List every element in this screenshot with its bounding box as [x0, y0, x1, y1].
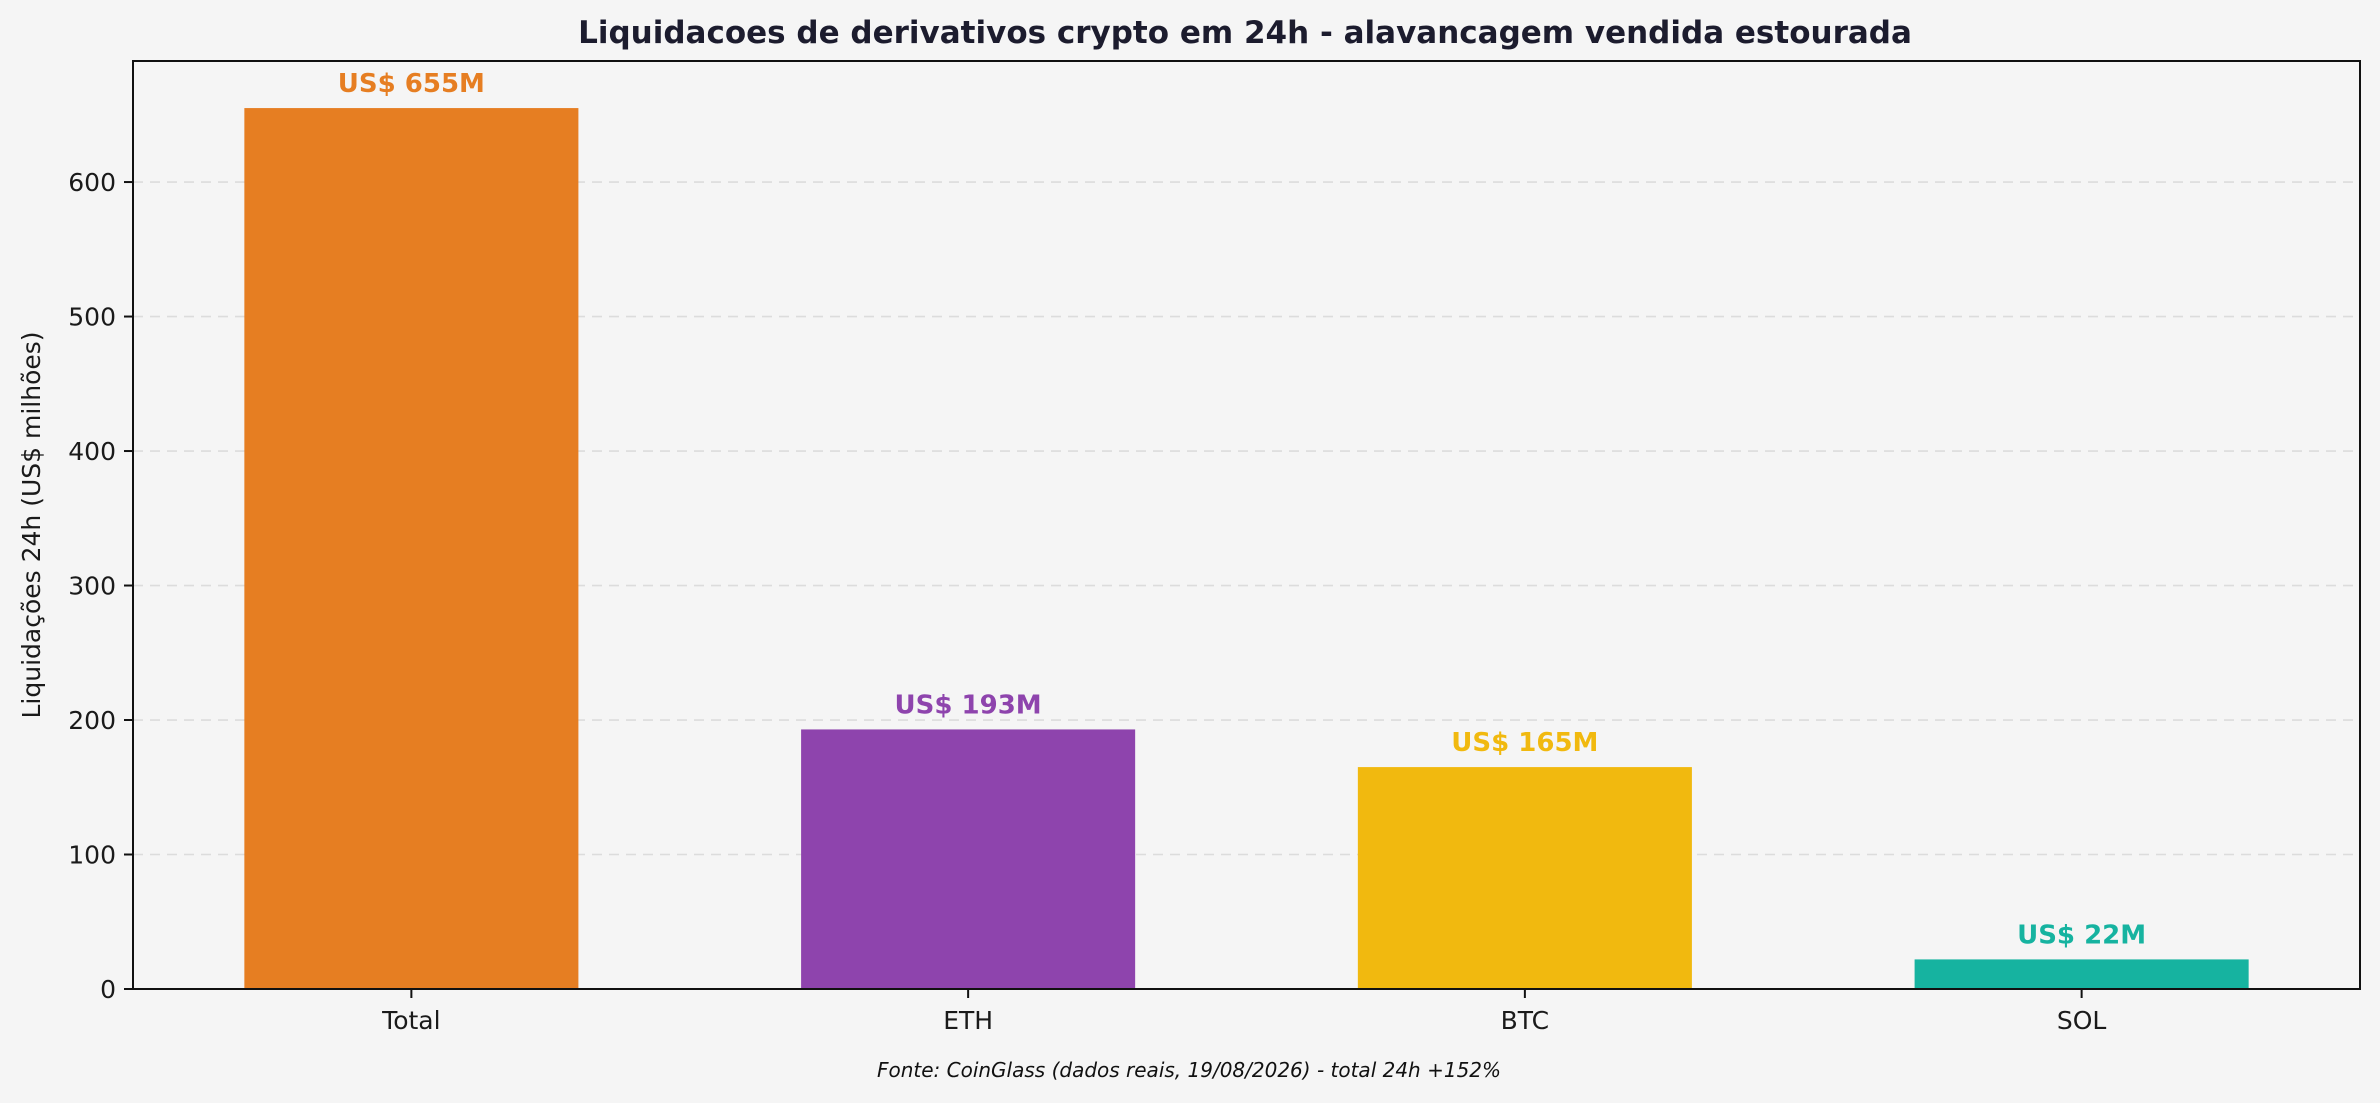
plot-frame: [132, 60, 2361, 990]
bar-btc: [1357, 767, 1692, 989]
bar-total: [244, 108, 579, 990]
y-axis-label: Liquidações 24h (US$ milhões): [17, 331, 46, 718]
bar-value-label: US$ 165M: [1451, 728, 1598, 758]
x-tick-label: SOL: [2057, 1006, 2107, 1035]
y-tick-label: 300: [68, 572, 116, 601]
x-tick-label: BTC: [1501, 1006, 1549, 1035]
y-tick-label: 0: [100, 975, 116, 1004]
y-tick-label: 500: [68, 303, 116, 332]
bar-value-label: US$ 655M: [338, 69, 485, 99]
bar-sol: [1914, 959, 2249, 989]
y-tick-label: 400: [68, 437, 116, 466]
bar-eth: [801, 729, 1136, 989]
y-tick-label: 100: [68, 841, 116, 870]
bars: US$ 655M US$ 193M US$ 165M US$ 22M: [244, 69, 2249, 990]
y-tick-label: 200: [68, 706, 116, 735]
footnote: Fonte: CoinGlass (dados reais, 19/08/202…: [877, 1058, 1501, 1082]
x-tick-label: Total: [381, 1006, 440, 1035]
x-tick-label: ETH: [943, 1006, 993, 1035]
chart-title: Liquidacoes de derivativos crypto em 24h…: [578, 15, 1912, 51]
y-axis-ticks: 0 100 200 300 400 500 600: [68, 168, 133, 1004]
bar-value-label: US$ 22M: [2017, 920, 2146, 950]
x-axis-ticks: Total ETH BTC SOL: [381, 989, 2106, 1035]
y-tick-label: 600: [68, 168, 116, 197]
bar-value-label: US$ 193M: [895, 690, 1042, 720]
gridlines: [133, 181, 2360, 856]
